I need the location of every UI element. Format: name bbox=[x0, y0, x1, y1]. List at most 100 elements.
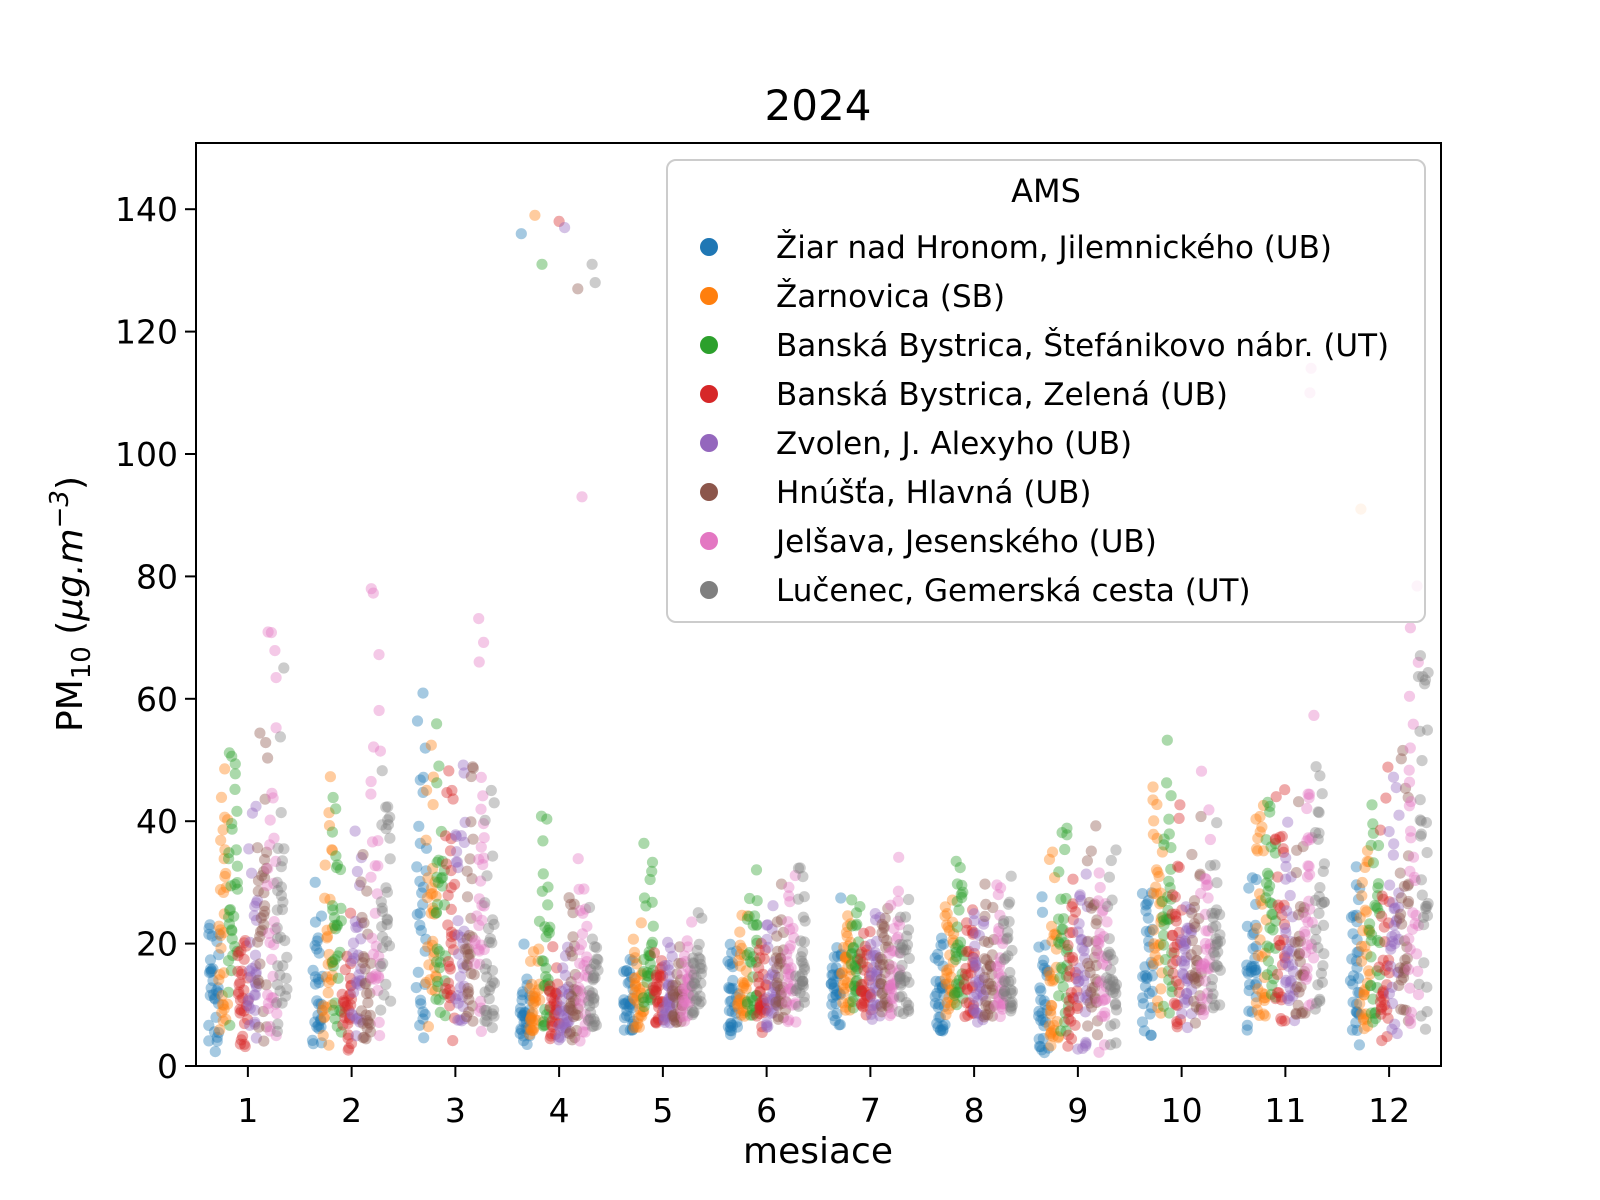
data-point bbox=[876, 988, 888, 1000]
data-point bbox=[224, 904, 236, 916]
data-point bbox=[469, 935, 481, 947]
data-point bbox=[543, 927, 555, 939]
data-point bbox=[227, 950, 239, 962]
data-point bbox=[366, 932, 378, 944]
data-point bbox=[235, 1034, 247, 1046]
data-point bbox=[835, 949, 847, 962]
data-point bbox=[253, 1021, 265, 1033]
data-point bbox=[354, 879, 366, 892]
x-tick-label: 12 bbox=[1368, 1091, 1410, 1130]
data-point bbox=[1363, 965, 1375, 977]
data-point bbox=[423, 959, 435, 971]
data-point bbox=[575, 985, 587, 997]
data-point bbox=[1262, 955, 1274, 967]
data-point bbox=[950, 950, 963, 963]
data-point bbox=[992, 997, 1004, 1009]
data-point bbox=[1060, 946, 1073, 958]
data-point bbox=[782, 916, 794, 928]
data-point bbox=[1269, 991, 1282, 1003]
data-point bbox=[1407, 718, 1419, 730]
data-point bbox=[780, 997, 793, 1009]
data-point bbox=[573, 944, 585, 956]
data-point bbox=[1069, 906, 1082, 918]
data-point bbox=[438, 899, 451, 911]
data-point bbox=[528, 992, 540, 1004]
data-point bbox=[516, 994, 528, 1006]
data-point bbox=[524, 1014, 537, 1026]
data-point bbox=[342, 1029, 354, 1041]
data-point bbox=[214, 924, 227, 936]
data-point bbox=[560, 1022, 572, 1034]
data-point bbox=[278, 662, 290, 674]
data-point bbox=[893, 947, 906, 959]
data-point bbox=[345, 1038, 358, 1050]
data-point bbox=[1090, 935, 1102, 947]
data-point bbox=[842, 940, 854, 952]
data-point bbox=[252, 974, 264, 986]
data-point bbox=[539, 1019, 551, 1031]
data-point bbox=[1103, 871, 1115, 883]
data-point bbox=[548, 998, 560, 1010]
data-point bbox=[758, 998, 770, 1010]
data-point bbox=[439, 950, 451, 962]
data-point bbox=[967, 960, 979, 972]
data-point bbox=[973, 966, 986, 979]
data-point bbox=[1109, 981, 1121, 993]
data-point bbox=[521, 979, 533, 991]
data-point bbox=[1038, 962, 1051, 974]
data-point bbox=[1272, 899, 1284, 911]
data-point bbox=[244, 1002, 256, 1015]
data-point bbox=[269, 645, 281, 657]
data-point bbox=[830, 989, 842, 1001]
data-point bbox=[1260, 892, 1272, 904]
data-point bbox=[463, 943, 475, 955]
data-point bbox=[869, 982, 881, 994]
data-point bbox=[451, 856, 463, 868]
data-point bbox=[976, 982, 988, 995]
data-point bbox=[315, 1021, 327, 1033]
data-point bbox=[311, 995, 323, 1007]
data-point bbox=[365, 957, 377, 969]
data-point bbox=[1043, 853, 1056, 866]
data-point bbox=[670, 979, 682, 991]
data-point bbox=[1078, 945, 1090, 957]
data-point bbox=[229, 768, 241, 780]
data-point bbox=[1206, 973, 1218, 986]
data-point bbox=[939, 978, 951, 991]
data-point bbox=[1353, 1039, 1365, 1051]
data-point bbox=[880, 941, 892, 954]
data-point bbox=[556, 985, 568, 998]
data-point bbox=[1145, 1029, 1157, 1041]
data-point bbox=[967, 927, 979, 939]
data-point bbox=[661, 996, 673, 1008]
data-point bbox=[1314, 882, 1326, 894]
data-point bbox=[1249, 964, 1261, 976]
data-point bbox=[260, 737, 272, 749]
data-point bbox=[1094, 977, 1106, 989]
data-point bbox=[660, 1004, 672, 1017]
data-point bbox=[473, 893, 485, 905]
data-point bbox=[1101, 916, 1113, 928]
data-point bbox=[1058, 913, 1070, 925]
data-point bbox=[1260, 914, 1272, 926]
data-point bbox=[237, 992, 249, 1004]
data-point bbox=[457, 937, 469, 950]
data-point bbox=[886, 992, 898, 1004]
data-point bbox=[667, 989, 679, 1001]
data-point bbox=[749, 910, 761, 922]
legend-item-label: Banská Bystrica, Štefánikovo nábr. (UT) bbox=[776, 327, 1389, 364]
data-point bbox=[767, 900, 779, 912]
data-point bbox=[1167, 889, 1179, 901]
data-point bbox=[629, 986, 641, 999]
data-point bbox=[1102, 950, 1114, 962]
data-point bbox=[895, 969, 907, 981]
x-tick-label: 1 bbox=[237, 1091, 258, 1130]
data-point bbox=[761, 1017, 773, 1029]
data-point bbox=[771, 977, 783, 989]
data-point bbox=[744, 892, 756, 905]
data-point bbox=[382, 819, 394, 831]
data-point bbox=[1199, 873, 1211, 885]
data-point bbox=[1297, 969, 1309, 982]
data-point bbox=[526, 1025, 538, 1037]
data-point bbox=[1110, 1004, 1123, 1016]
